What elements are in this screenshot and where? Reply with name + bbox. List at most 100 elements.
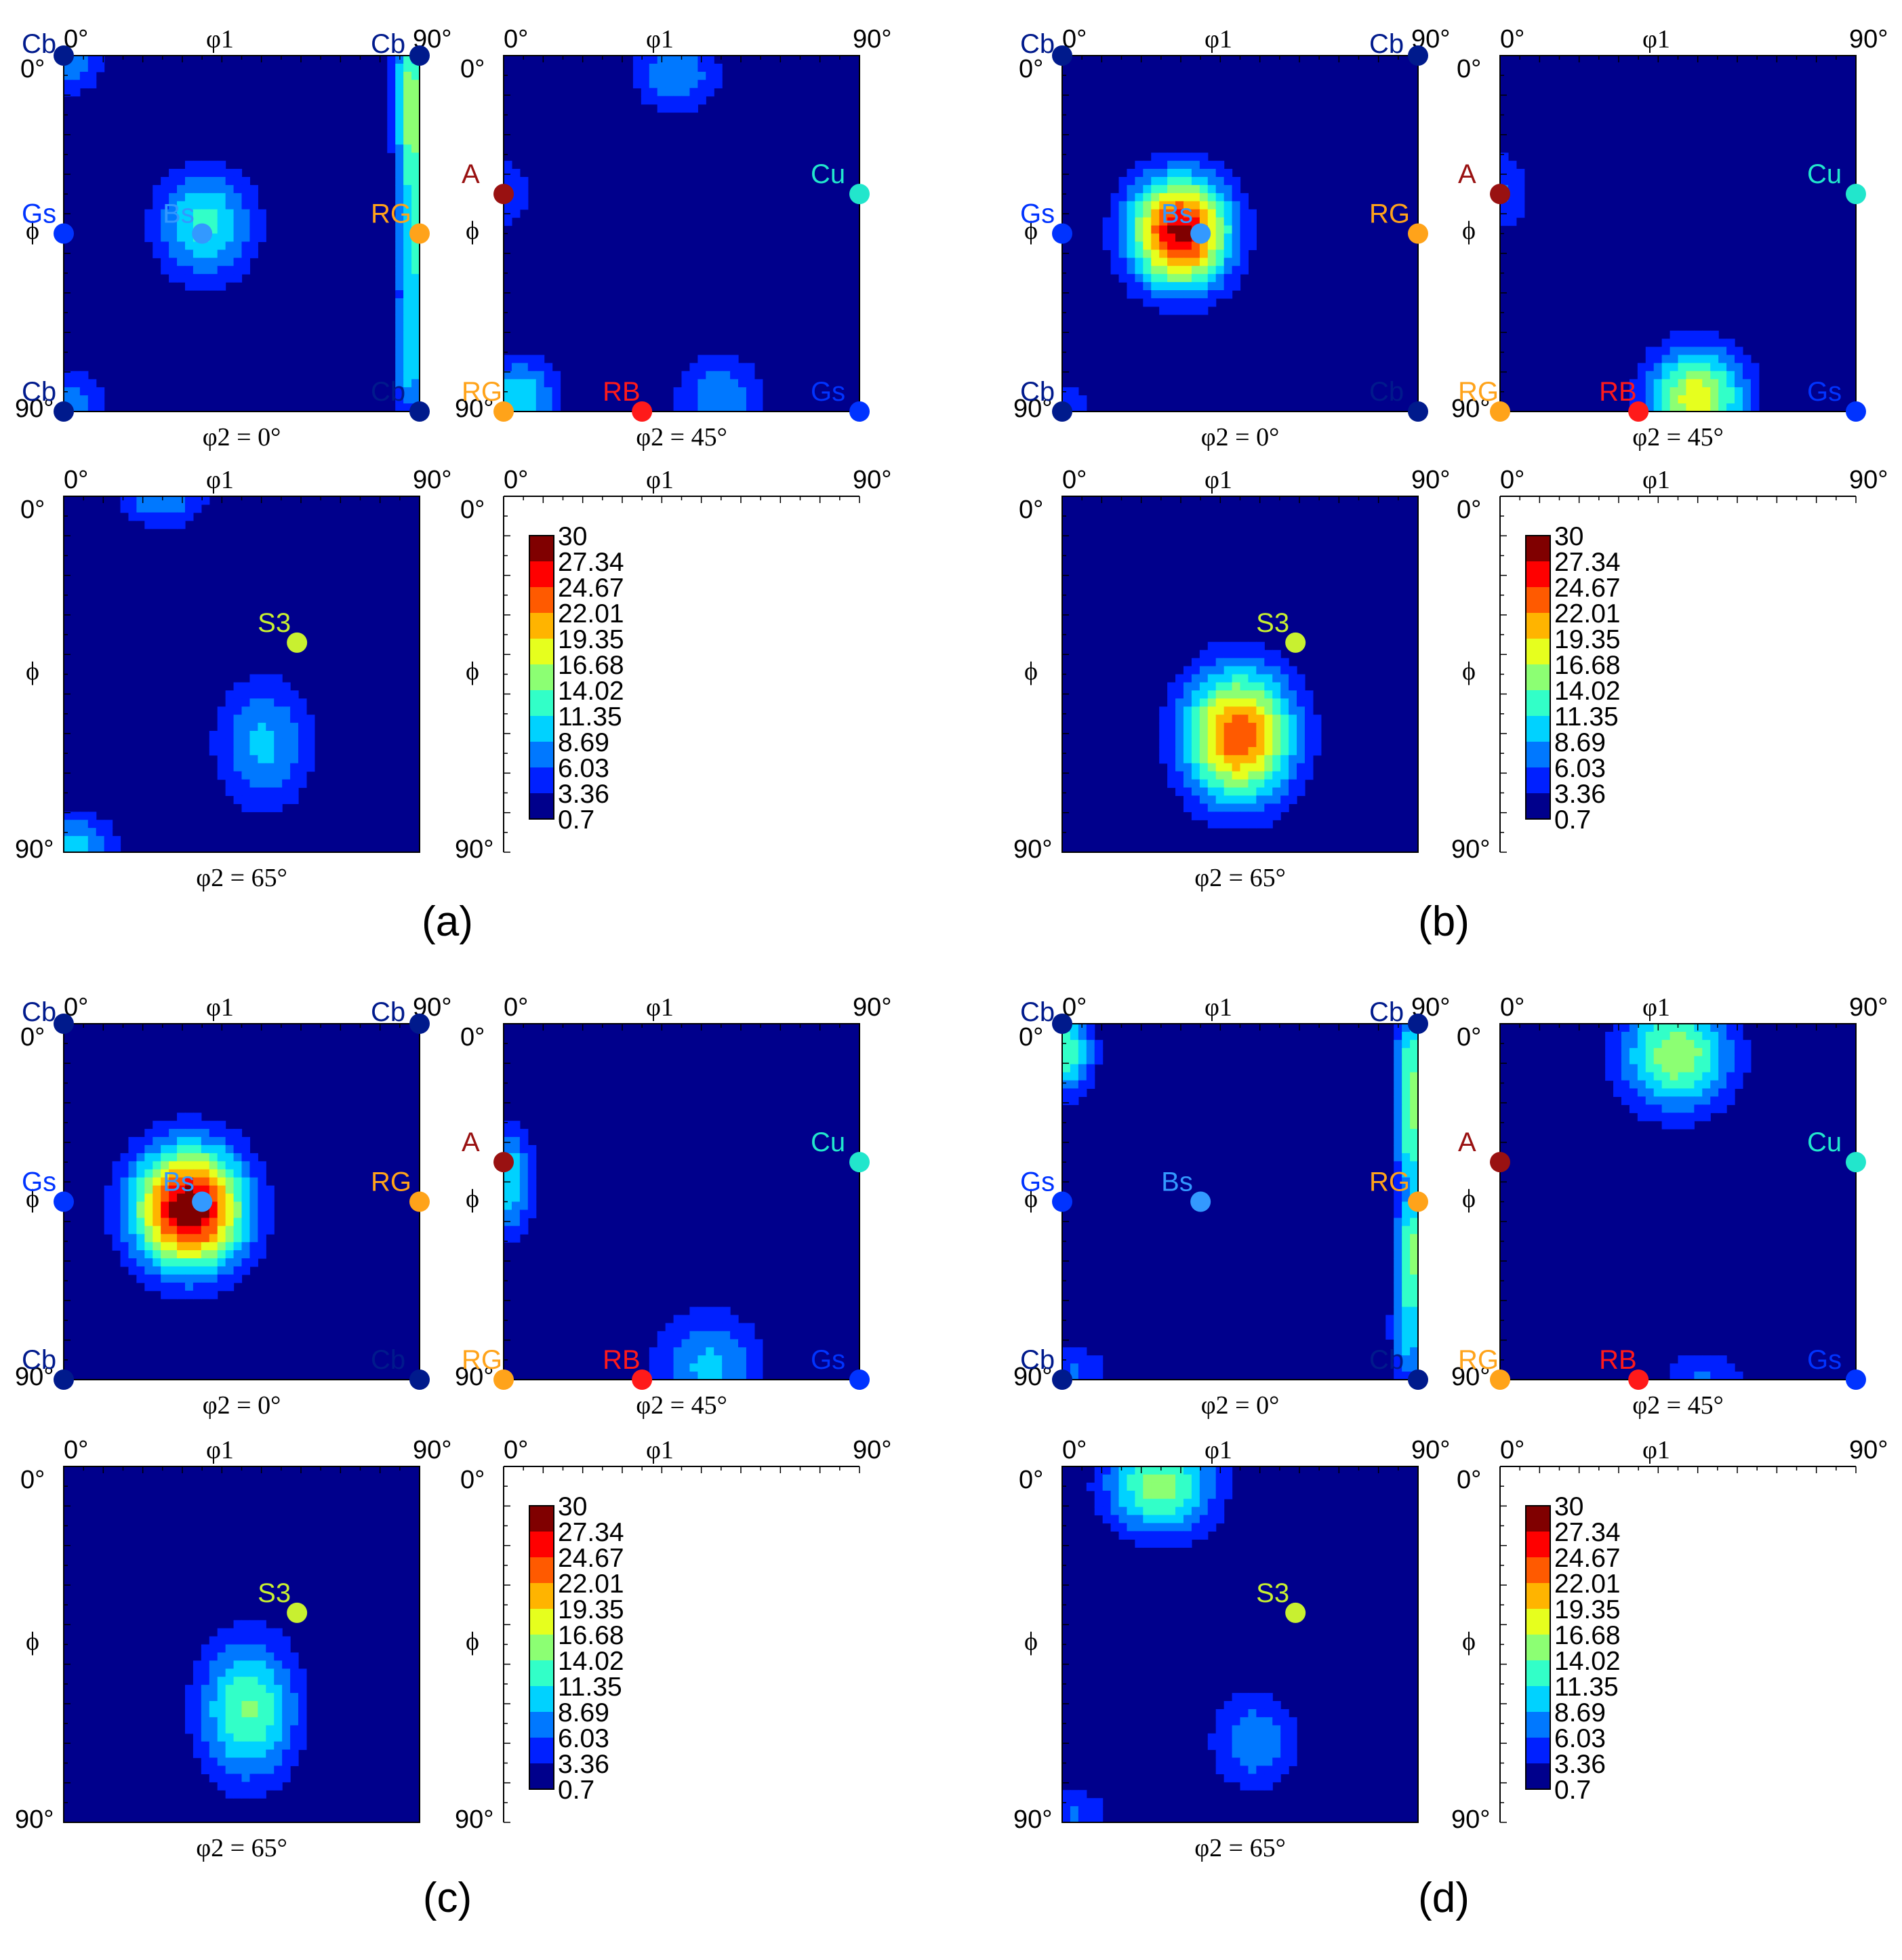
chart-c-phi2-0-y-max-label: 90° — [15, 1363, 54, 1391]
chart-b-phi2-0-intensity-cell — [1175, 290, 1184, 299]
chart-c-phi2-0-intensity-cell — [169, 1137, 178, 1146]
chart-b-phi2-65-intensity-cell — [1232, 666, 1241, 675]
chart-d-phi2-45-intensity-cell — [1710, 1104, 1719, 1113]
chart-b-phi2-65-intensity-cell — [1159, 715, 1168, 723]
chart-b-phi2-45-intensity-cell — [1500, 169, 1509, 178]
chart-c-phi2-45-marker-label-a: A — [462, 1127, 480, 1157]
chart-c-phi2-0-intensity-cell — [136, 1185, 145, 1195]
chart-c-phi2-0-intensity-cell — [144, 1218, 153, 1226]
chart-d-phi2-45-intensity-cell — [1726, 1363, 1735, 1372]
chart-a-phi2-0-intensity-cell — [225, 193, 235, 202]
chart-c-colorbar-tick-label: 30 — [558, 1492, 587, 1521]
chart-b-phi2-65-intensity-cell — [1199, 746, 1209, 756]
chart-c-phi2-65-intensity-cell — [233, 1636, 243, 1645]
chart-a-phi2-0-intensity-cell — [395, 225, 404, 235]
chart-a-phi2-0-intensity-cell — [411, 355, 420, 364]
chart-b-phi2-65-intensity-cell — [1223, 698, 1233, 707]
chart-c-phi2-65-intensity-cell — [258, 1620, 266, 1629]
chart-c-phi2-0-intensity-cell — [120, 1201, 129, 1211]
chart-a-colorbar-band — [529, 536, 554, 562]
chart-a-phi2-65-intensity-cell — [290, 746, 299, 756]
chart-b-phi2-0-intensity-cell — [1143, 290, 1152, 299]
chart-b-phi2-0-intensity-cell — [1151, 290, 1160, 299]
chart-b-phi2-0-intensity-cell — [1240, 266, 1249, 275]
chart-b-phi2-45-intensity-cell — [1645, 379, 1655, 388]
chart-b-colorbar-band — [1526, 716, 1550, 742]
chart-c-phi2-0-intensity-cell — [193, 1266, 202, 1275]
chart-c-phi2-0-intensity-cell — [241, 1218, 251, 1226]
chart-a-phi2-0-intensity-cell — [411, 282, 420, 291]
chart-c-phi2-0-intensity-cell — [233, 1177, 243, 1186]
chart-b-phi2-45-intensity-cell — [1726, 403, 1735, 412]
chart-b-phi2-65-intensity-cell — [1199, 763, 1209, 772]
chart-d-phi2-0-marker-bs — [1190, 1191, 1211, 1212]
chart-c-phi2-0-intensity-cell — [258, 1226, 266, 1235]
chart-a-phi2-0-intensity-cell — [79, 379, 89, 388]
chart-b-phi2-0-intensity-cell — [1175, 169, 1184, 178]
chart-a-phi2-0-intensity-cell — [201, 274, 210, 283]
chart-a-colorbar-band — [529, 767, 554, 794]
chart-b-phi2-65-intensity-cell — [1167, 731, 1176, 740]
chart-c-phi2-65-intensity-cell — [225, 1644, 235, 1654]
chart-a-phi2-65-intensity-cell — [249, 706, 258, 715]
chart-b-phi2-45-intensity-cell — [1694, 330, 1703, 340]
chart-d-phi2-0-intensity-cell — [1402, 1347, 1411, 1356]
chart-a-phi2-0-intensity-cell — [387, 136, 396, 145]
chart-d-phi2-65-intensity-cell — [1151, 1523, 1160, 1532]
chart-d-phi2-0-intensity-cell — [1402, 1185, 1411, 1195]
chart-d-phi2-0-intensity-cell — [1094, 1047, 1104, 1057]
chart-a-phi2-65-intensity-cell — [177, 520, 186, 529]
chart-a-phi2-0-intensity-cell — [209, 176, 218, 186]
chart-a-phi2-0-intensity-cell — [395, 241, 404, 250]
chart-c-phi2-0-intensity-cell — [120, 1250, 129, 1259]
chart-c-phi2-0-intensity-cell — [161, 1242, 169, 1251]
chart-a-phi2-0-intensity-cell — [217, 225, 226, 235]
chart-b-phi2-0-intensity-cell — [1110, 201, 1120, 210]
chart-d-phi2-0-marker-cb — [1408, 1014, 1428, 1034]
chart-b-phi2-65-intensity-cell — [1280, 803, 1289, 812]
chart-c-phi2-0-intensity-cell — [266, 1226, 275, 1235]
chart-d-phi2-0-intensity-cell — [1086, 1039, 1095, 1049]
chart-b-phi2-65-intensity-cell — [1167, 715, 1176, 723]
chart-a-phi2-65-intensity-cell — [241, 779, 251, 788]
chart-c-phi2-65-intensity-cell — [233, 1790, 243, 1799]
chart-d-phi2-45-intensity-cell — [1645, 1088, 1655, 1097]
chart-c-phi2-0-intensity-cell — [104, 1193, 113, 1203]
chart-a-phi2-65-intensity-cell — [217, 763, 226, 772]
chart-c-phi2-65-intensity-cell — [274, 1701, 283, 1710]
chart-a-phi2-65-intensity-cell — [177, 512, 186, 521]
chart-d-phi2-0-marker-cb — [1052, 1369, 1072, 1390]
chart-c-phi2-0-intensity-cell — [169, 1290, 178, 1300]
chart-c-phi2-45-intensity-cell — [738, 1339, 747, 1348]
chart-c-phi2-65-intensity-cell — [217, 1725, 226, 1734]
chart-a-phi2-45-intensity-cell — [673, 403, 683, 412]
chart-d-phi2-65-caption: φ2 = 65° — [1194, 1834, 1286, 1862]
chart-c-phi2-0-intensity-cell — [209, 1242, 218, 1251]
chart-c-phi2-65-intensity-cell — [282, 1765, 291, 1775]
chart-a-phi2-65-intensity-cell — [258, 755, 266, 764]
chart-c-phi2-0-intensity-cell — [169, 1250, 178, 1259]
chart-b-phi2-45-intensity-cell — [1726, 387, 1735, 396]
chart-d-phi2-45-intensity-cell — [1686, 1039, 1695, 1049]
chart-c-phi2-65-intensity-cell — [193, 1660, 202, 1669]
chart-a-phi2-45-marker-rb — [632, 401, 653, 422]
chart-b-phi2-0-intensity-cell — [1143, 233, 1152, 243]
chart-a-phi2-0-intensity-cell — [395, 104, 404, 113]
chart-a-phi2-0-intensity-cell — [395, 233, 404, 243]
chart-a-phi2-65-intensity-cell — [79, 820, 89, 828]
chart-c-phi2-0-intensity-cell — [209, 1266, 218, 1275]
chart-d-phi2-65-intensity-cell — [1070, 1814, 1079, 1823]
chart-d-phi2-45-intensity-cell — [1710, 1039, 1719, 1049]
chart-b-phi2-0-intensity-cell — [1223, 225, 1233, 235]
chart-b-phi2-0-marker-label-cb: Cb — [1020, 29, 1055, 59]
chart-b-phi2-65-intensity-cell — [1199, 706, 1209, 715]
chart-c-phi2-65-intensity-cell — [298, 1693, 307, 1702]
chart-d-phi2-0-intensity-cell — [1410, 1113, 1419, 1121]
chart-c-phi2-0-intensity-cell — [120, 1226, 129, 1235]
chart-b-phi2-0-intensity-cell — [1167, 153, 1176, 161]
chart-a-phi2-45-intensity-cell — [649, 79, 658, 89]
chart-d-phi2-65-intensity-cell — [1256, 1725, 1265, 1734]
chart-a-phi2-65-intensity-cell — [258, 674, 266, 683]
chart-c-phi2-0-intensity-cell — [249, 1185, 258, 1195]
